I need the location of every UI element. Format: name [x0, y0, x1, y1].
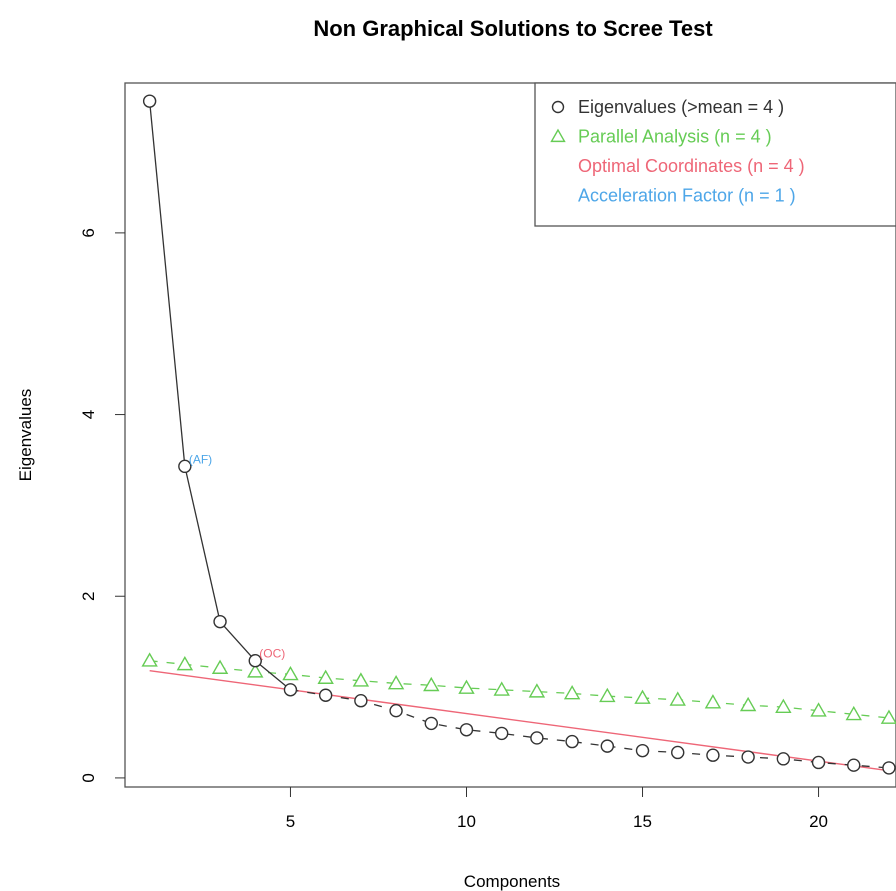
eigenvalue-line-solid: [148, 101, 291, 691]
parallel-analysis-point: [282, 665, 299, 681]
parallel-analysis-point: [528, 683, 546, 698]
x-tick-label: 20: [809, 812, 828, 831]
eigenvalue-point: [530, 731, 544, 745]
parallel-analysis-point: [211, 659, 229, 674]
legend-entry-label: Parallel Analysis (n = 4 ): [578, 127, 772, 147]
parallel-analysis-point: [634, 689, 651, 704]
eigenvalue-point: [283, 683, 298, 697]
eigenvalue-point: [635, 743, 650, 758]
parallel-analysis-point: [810, 702, 827, 717]
x-tick-label: 15: [633, 812, 652, 831]
legend-entry-label: Acceleration Factor (n = 1 ): [578, 186, 796, 206]
legend-marker-triangle: [550, 128, 566, 143]
annotation-label: (AF): [189, 452, 212, 466]
y-axis-label: Eigenvalues: [16, 389, 35, 482]
y-tick-label: 2: [79, 592, 98, 601]
eigenvalue-point: [318, 688, 333, 702]
parallel-analysis-point: [458, 679, 475, 694]
eigenvalue-point: [882, 761, 896, 775]
parallel-analysis-line: [149, 660, 890, 719]
parallel-analysis-point: [317, 669, 334, 684]
parallel-analysis-point: [176, 655, 194, 671]
eigenvalue-point: [354, 694, 368, 708]
chart-title: Non Graphical Solutions to Scree Test: [313, 16, 713, 41]
optimal-coordinates-line: [149, 670, 890, 772]
y-tick-label: 4: [79, 410, 98, 419]
eigenvalue-point: [847, 758, 861, 772]
eigenvalue-point: [142, 94, 157, 108]
parallel-analysis-point: [845, 705, 862, 721]
eigenvalue-point: [600, 739, 615, 753]
eigenvalue-point: [424, 716, 438, 731]
parallel-analysis-point: [669, 691, 686, 706]
y-axis: 0 2 4 6: [79, 228, 125, 783]
parallel-analysis-point: [739, 696, 757, 712]
y-tick-label: 0: [79, 773, 98, 782]
eigenvalue-point: [178, 459, 192, 474]
annotation-label: (OC): [259, 647, 285, 661]
eigenvalue-point: [776, 752, 791, 766]
parallel-analysis-point: [599, 687, 616, 703]
eigenvalue-point: [671, 745, 685, 760]
legend-box: [534, 82, 896, 227]
parallel-analysis-point: [247, 663, 264, 678]
legend-marker-circle: [551, 100, 565, 114]
parallel-analysis-point: [141, 652, 158, 667]
x-tick-label: 5: [286, 812, 295, 831]
plot-frame: [124, 82, 896, 788]
y-tick-label: 6: [79, 228, 98, 237]
parallel-analysis-point: [775, 698, 792, 714]
eigenvalue-point: [706, 748, 720, 762]
parallel-analysis-point: [704, 694, 722, 709]
parallel-analysis-point: [493, 681, 510, 696]
parallel-analysis-point: [352, 672, 370, 687]
eigenvalue-point: [741, 750, 755, 764]
parallel-analysis-point: [880, 709, 896, 724]
legend: Eigenvalues (>mean = 4 ) Parallel Analysi…: [534, 82, 896, 227]
x-tick-label: 10: [457, 812, 476, 831]
eigenvalue-point: [811, 755, 826, 770]
series-layer: [141, 94, 896, 775]
x-axis-label: Components: [464, 872, 560, 891]
parallel-analysis-point: [563, 685, 581, 700]
parallel-analysis-point: [423, 676, 440, 692]
eigenvalue-point: [494, 726, 509, 741]
parallel-analysis-point: [387, 675, 405, 690]
eigenvalue-point: [389, 703, 403, 718]
annotation-layer: (AF) (OC): [189, 452, 285, 660]
eigenvalue-point: [565, 734, 579, 749]
eigenvalue-point: [248, 654, 262, 668]
x-axis: 5 10 15 20: [286, 787, 828, 831]
legend-entry-label: Eigenvalues (>mean = 4 ): [578, 97, 784, 117]
eigenvalue-point: [459, 723, 474, 737]
legend-entry-label: Optimal Coordinates (n = 4 ): [578, 156, 805, 176]
eigenvalue-point: [213, 614, 227, 629]
